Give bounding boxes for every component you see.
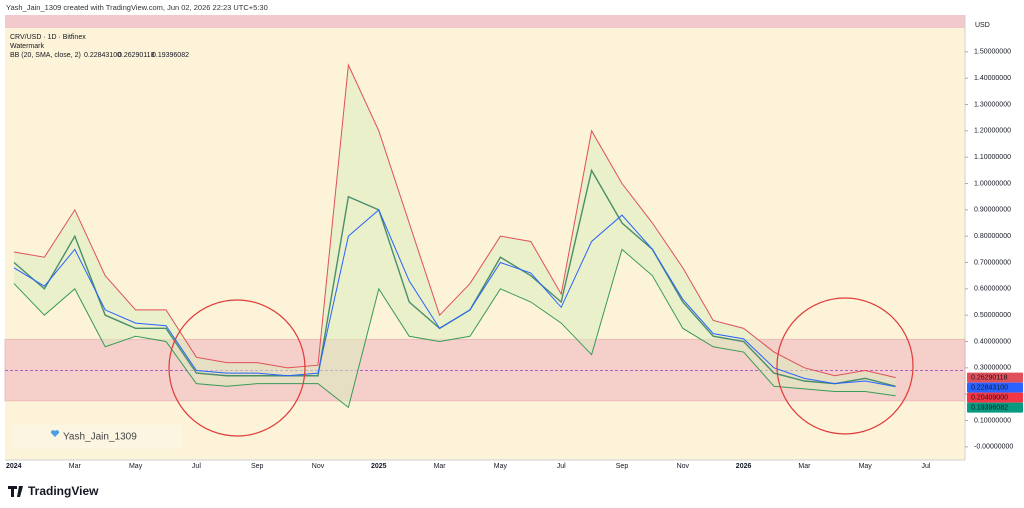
x-tick-label: Sep [616, 463, 629, 470]
watermark: Yash_Jain_1309 [63, 432, 137, 443]
x-tick-label: Jul [192, 463, 201, 470]
price-tag [967, 382, 1023, 393]
x-tick-label: Mar [69, 463, 82, 470]
header: Yash_Jain_1309 created with TradingView.… [6, 3, 268, 12]
x-tick-label: Mar [798, 463, 811, 470]
x-tick-label: Jul [922, 463, 931, 470]
y-tick-label: 0.80000000 [974, 233, 1011, 240]
x-tick-label: Nov [312, 463, 325, 470]
price-tag-label: 0.22843100 [971, 384, 1008, 391]
x-tick-label: 2025 [371, 463, 387, 470]
y-tick-label: -0.00000000 [974, 444, 1013, 451]
y-tick-label: 0.70000000 [974, 259, 1011, 266]
indicator: BB (20, SMA, close, 2) [10, 52, 81, 59]
watermark-box [12, 425, 182, 449]
legend-value: 0.26290118 [118, 52, 155, 59]
x-tick-label: Sep [251, 463, 264, 470]
y-tick-label: 0.40000000 [974, 338, 1011, 345]
y-tick-label: 1.30000000 [974, 101, 1011, 108]
y-tick-label: 0.50000000 [974, 312, 1011, 319]
currency: USD [975, 22, 990, 29]
brand: TradingView [28, 484, 99, 498]
x-tick-label: Mar [434, 463, 447, 470]
watermark-legend: Watermark [10, 43, 44, 50]
x-tick-label: May [494, 463, 508, 470]
highlight-circle [776, 297, 914, 435]
x-tick-label: Nov [677, 463, 690, 470]
price-tag-label: 0.20409000 [971, 394, 1008, 401]
y-tick-label: 0.30000000 [974, 365, 1011, 372]
price-tag-label: 0.26290118 [971, 374, 1008, 381]
heart-icon [50, 430, 60, 437]
price-tag [967, 372, 1023, 383]
price-tag-label: 0.19396082 [971, 404, 1008, 411]
x-tick-label: May [859, 463, 873, 470]
y-tick-label: 1.40000000 [974, 75, 1011, 82]
brand-logo [8, 486, 23, 497]
series-line [13, 248, 896, 409]
y-tick-label: 1.50000000 [974, 49, 1011, 56]
series-line [13, 209, 896, 388]
x-tick-label: May [129, 463, 143, 470]
symbol: CRV/USD · 1D · Bitfinex [10, 34, 86, 41]
y-tick-label: 1.20000000 [974, 128, 1011, 135]
x-tick-label: 2026 [736, 463, 752, 470]
legend-value: 0.19396082 [152, 52, 189, 59]
highlight-circle [168, 299, 306, 437]
price-tag [967, 402, 1023, 413]
top-strip [5, 15, 965, 28]
x-tick-label: 2024 [6, 463, 22, 470]
y-tick-label: 0.60000000 [974, 286, 1011, 293]
y-tick-label: 1.00000000 [974, 180, 1011, 187]
y-tick-label: 1.10000000 [974, 154, 1011, 161]
y-tick-label: 0.10000000 [974, 417, 1011, 424]
series-line [13, 63, 896, 379]
price-tag [967, 392, 1023, 403]
y-tick-label: 0.90000000 [974, 207, 1011, 214]
legend-value: 0.22843100 [84, 52, 121, 59]
x-tick-label: Jul [557, 463, 566, 470]
plot [4, 63, 966, 409]
